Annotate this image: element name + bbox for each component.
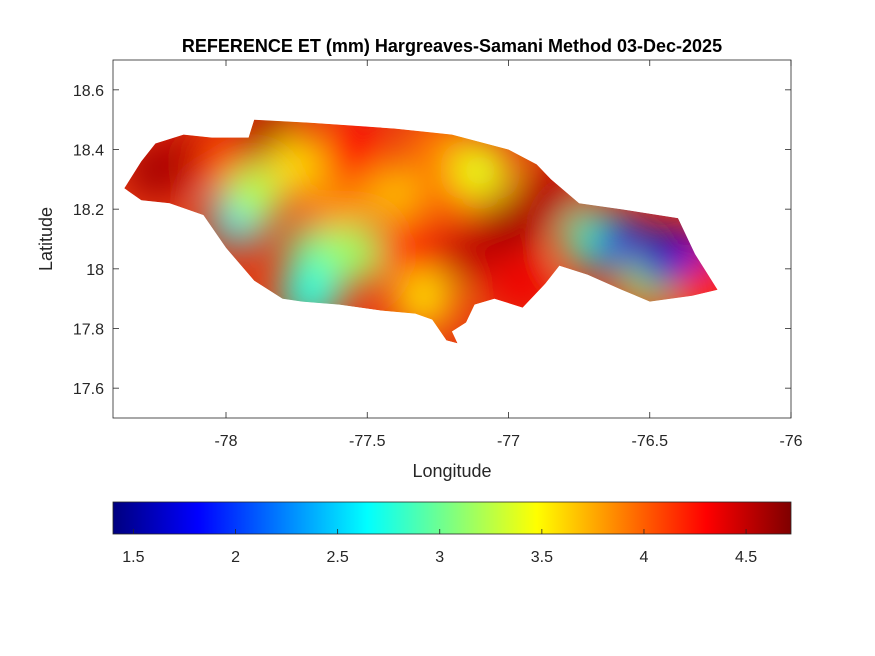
plot-frame (112, 59, 792, 419)
y-tick-label: 18 (86, 262, 104, 279)
field-point (323, 119, 384, 180)
x-tick-label: -76 (779, 433, 802, 450)
x-tick-label: -76.5 (632, 433, 669, 450)
et-field (125, 119, 718, 329)
y-tick-label: 17.8 (73, 322, 104, 339)
y-tick-label: 18.4 (73, 143, 104, 160)
colorbar-tick-label: 3.5 (531, 549, 553, 566)
colorbar-tick-label: 1.5 (122, 549, 144, 566)
y-axis: 17.6 17.8 18 18.2 18.4 18.6 (73, 83, 791, 398)
y-axis-label: Latitude (36, 207, 56, 271)
chart-title: REFERENCE ET (mm) Hargreaves-Samani Meth… (182, 36, 722, 56)
x-tick-label: -78 (214, 433, 237, 450)
field-point (365, 164, 426, 225)
y-tick-label: 18.6 (73, 83, 104, 100)
colorbar-tick-label: 4.5 (735, 549, 757, 566)
colorbar-tick-label: 4 (640, 549, 649, 566)
field-point (478, 194, 539, 255)
colorbar-tick-label: 2.5 (327, 549, 349, 566)
colorbar-tick-label: 3 (435, 549, 444, 566)
colorbar (112, 501, 792, 535)
field-point (450, 140, 511, 201)
field-point (436, 223, 497, 284)
field-point (224, 164, 285, 225)
x-tick-label: -77 (497, 433, 520, 450)
x-tick-label: -77.5 (349, 433, 386, 450)
y-tick-label: 17.6 (73, 381, 104, 398)
colorbar-tick-label: 2 (231, 549, 240, 566)
x-axis-label: Longitude (412, 461, 491, 481)
y-tick-label: 18.2 (73, 202, 104, 219)
map-layer (124, 119, 718, 344)
field-point (323, 223, 384, 284)
x-axis: -78 -77.5 -77 -76.5 -76 (214, 60, 803, 450)
colorbar-ticks: 1.5 2 2.5 3 3.5 4 4.5 (122, 529, 757, 566)
field-point (266, 134, 327, 195)
